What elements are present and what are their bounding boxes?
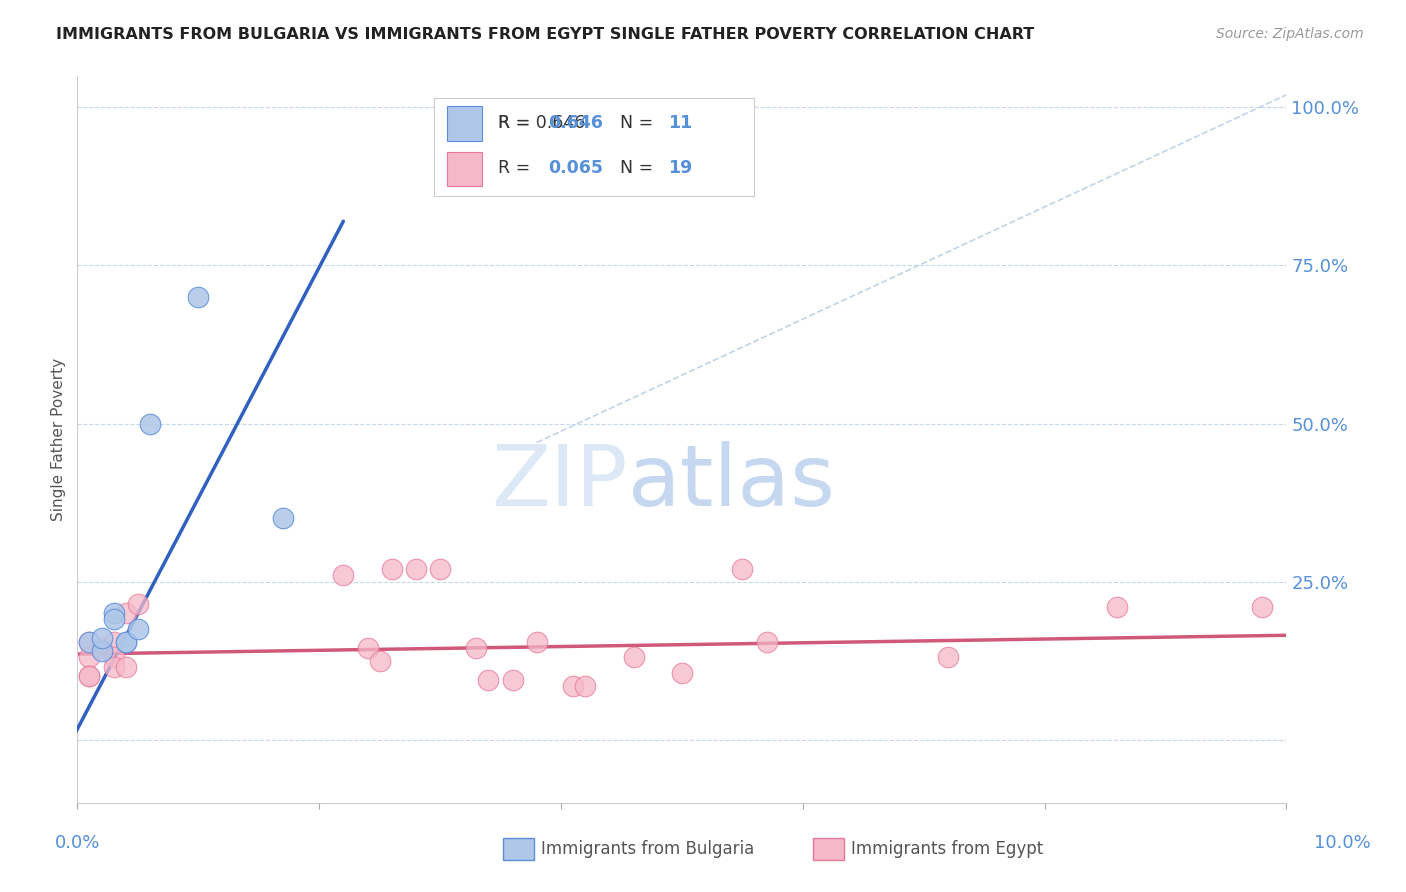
Text: ZIP: ZIP — [491, 442, 627, 524]
Point — [1107, 599, 1129, 614]
Point — [139, 417, 162, 431]
Point — [332, 568, 354, 582]
Point — [79, 650, 101, 665]
Point — [526, 634, 548, 648]
Point — [79, 669, 101, 683]
Point — [114, 634, 136, 648]
Point — [103, 650, 125, 665]
Point — [79, 634, 101, 648]
Point — [90, 644, 112, 658]
Point — [103, 660, 125, 674]
Point — [127, 622, 149, 636]
Point — [623, 650, 645, 665]
Point — [271, 511, 294, 525]
Point — [356, 640, 378, 655]
Y-axis label: Single Father Poverty: Single Father Poverty — [51, 358, 66, 521]
Point — [114, 606, 136, 620]
Point — [103, 612, 125, 626]
Point — [90, 632, 112, 646]
Point — [574, 679, 596, 693]
Point — [429, 562, 451, 576]
Point — [1251, 599, 1274, 614]
Point — [368, 654, 391, 668]
Text: Immigrants from Egypt: Immigrants from Egypt — [851, 840, 1043, 858]
Point — [936, 650, 959, 665]
Point — [114, 634, 136, 648]
Point — [381, 562, 404, 576]
Text: IMMIGRANTS FROM BULGARIA VS IMMIGRANTS FROM EGYPT SINGLE FATHER POVERTY CORRELAT: IMMIGRANTS FROM BULGARIA VS IMMIGRANTS F… — [56, 27, 1035, 42]
Point — [103, 606, 125, 620]
Point — [477, 673, 499, 687]
Point — [562, 679, 585, 693]
Point — [187, 290, 209, 304]
Point — [79, 634, 101, 648]
Point — [103, 634, 125, 648]
Text: Immigrants from Bulgaria: Immigrants from Bulgaria — [541, 840, 755, 858]
Point — [755, 634, 778, 648]
Text: 0.0%: 0.0% — [55, 834, 100, 852]
Point — [127, 597, 149, 611]
Point — [731, 562, 754, 576]
Text: 10.0%: 10.0% — [1315, 834, 1371, 852]
Text: Source: ZipAtlas.com: Source: ZipAtlas.com — [1216, 27, 1364, 41]
Point — [79, 669, 101, 683]
Point — [671, 666, 693, 681]
Text: atlas: atlas — [627, 442, 835, 524]
Point — [465, 640, 488, 655]
Point — [502, 673, 524, 687]
Point — [90, 640, 112, 655]
Point — [114, 660, 136, 674]
Point — [405, 562, 427, 576]
